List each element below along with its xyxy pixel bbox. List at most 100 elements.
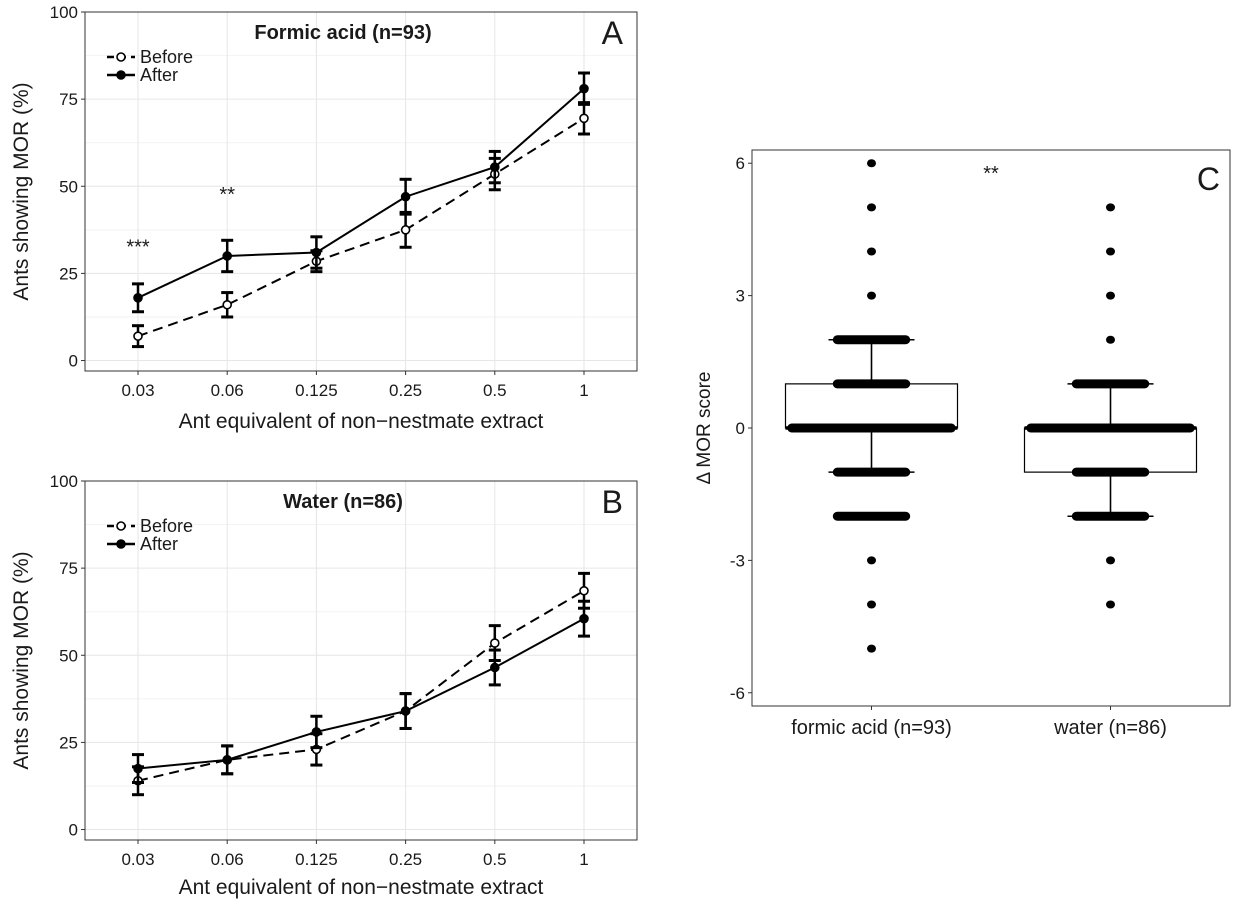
- x-tick-label: formic acid (n=93): [791, 717, 952, 739]
- data-point-before: [222, 299, 232, 310]
- x-axis-label: Ant equivalent of non−nestmate extract: [179, 876, 544, 899]
- chart-title: Formic acid (n=93): [254, 22, 431, 44]
- panel-label: B: [602, 484, 623, 520]
- data-point: [1106, 335, 1115, 344]
- series-line-after: [137, 87, 585, 299]
- panel-label: A: [602, 15, 624, 51]
- legend-marker-before: [116, 52, 126, 62]
- data-point: [867, 203, 876, 212]
- data-point-before: [400, 225, 411, 235]
- series-line-before: [137, 117, 585, 338]
- plot-border: [84, 11, 638, 372]
- data-point-after: [133, 293, 143, 303]
- data-point: [1106, 247, 1115, 256]
- data-point-cluster: [1071, 379, 1150, 389]
- x-tick-label: 0.03: [121, 381, 154, 400]
- x-tick-label: 0.125: [295, 850, 338, 869]
- data-point: [867, 291, 876, 300]
- panel-label: C: [1197, 161, 1220, 197]
- data-point: [1106, 203, 1115, 212]
- data-point: [867, 159, 876, 168]
- data-point: [1106, 556, 1115, 565]
- x-tick-label: 0.5: [483, 381, 507, 400]
- data-point-after: [579, 83, 589, 94]
- data-point-cluster: [832, 511, 911, 521]
- y-axis-label: Ants showing MOR (%): [10, 82, 33, 300]
- y-tick-label: 100: [50, 3, 78, 22]
- data-point: [867, 247, 876, 256]
- y-tick-label: 0: [69, 352, 78, 371]
- data-point-after: [133, 763, 143, 774]
- x-tick-label: 0.25: [389, 381, 422, 400]
- y-tick-label: 50: [59, 646, 78, 665]
- data-point-after: [222, 251, 232, 261]
- data-point-cluster: [832, 379, 911, 389]
- y-tick-label: 75: [59, 559, 78, 578]
- x-axis-label: Ant equivalent of non−nestmate extract: [179, 410, 544, 433]
- plot-border: [84, 480, 638, 841]
- series-line-before: [137, 589, 585, 782]
- x-tick-label: 0.5: [483, 850, 507, 869]
- data-point-after: [579, 613, 589, 624]
- chart-title: Water (n=86): [283, 491, 403, 513]
- y-tick-label: 25: [59, 733, 78, 752]
- data-point-after: [489, 662, 500, 673]
- x-tick-label: water (n=86): [1053, 717, 1167, 739]
- y-tick-label: 0: [69, 821, 78, 840]
- x-tick-label: 0.06: [211, 850, 244, 869]
- box: [784, 383, 959, 429]
- x-tick-label: 0.25: [389, 850, 422, 869]
- box: [1023, 427, 1198, 473]
- y-tick-label: 6: [736, 154, 745, 173]
- data-point: [867, 556, 876, 565]
- data-point-cluster: [1071, 511, 1150, 521]
- y-tick-label: -6: [730, 684, 745, 703]
- data-point-cluster: [1071, 467, 1150, 477]
- legend-marker-after: [116, 539, 126, 549]
- data-point-after: [311, 727, 322, 737]
- line-chart-formic-acid: 0 25 50 75 100 0.03 0.06 0.125 0.25 0.5 1 Ant equiv…: [10, 3, 638, 433]
- data-point: [1106, 291, 1115, 300]
- data-point-after: [311, 247, 322, 258]
- x-tick-label: 1: [579, 381, 588, 400]
- significance-annotation: **: [219, 184, 235, 206]
- x-tick-label: 0.125: [295, 381, 338, 400]
- y-tick-label: 25: [59, 264, 78, 283]
- y-axis-label: Ants showing MOR (%): [10, 551, 33, 769]
- plot-background: [85, 481, 637, 840]
- data-point-cluster: [832, 467, 911, 477]
- data-point: [867, 600, 876, 609]
- data-point: [1106, 600, 1115, 609]
- legend-marker-after: [116, 70, 126, 80]
- data-point-before: [489, 638, 500, 648]
- data-point-after: [222, 755, 232, 765]
- data-point-before: [579, 113, 589, 124]
- y-tick-label: 0: [736, 419, 745, 438]
- x-tick-label: 0.03: [121, 850, 154, 869]
- data-point-before: [133, 331, 143, 341]
- significance-annotation: **: [983, 163, 999, 185]
- y-tick-label: 100: [50, 472, 78, 491]
- x-tick-label: 0.06: [211, 381, 244, 400]
- box-plot-delta-mor: -6 -3 0 3 6 formic acid (n=93) water (n=86) Δ M…: [694, 149, 1231, 739]
- legend-marker-before: [116, 521, 126, 531]
- legend-label-before: Before: [140, 47, 193, 67]
- data-point-after: [400, 706, 411, 716]
- legend-label-before: Before: [140, 516, 193, 536]
- series-line-after: [137, 617, 585, 770]
- y-tick-label: 75: [59, 90, 78, 109]
- data-point-after: [400, 191, 411, 202]
- x-tick-label: 1: [579, 850, 588, 869]
- y-axis-label: Δ MOR score: [694, 372, 715, 485]
- legend-label-after: After: [140, 65, 178, 85]
- plot-background: [85, 12, 637, 371]
- legend-label-after: After: [140, 534, 178, 554]
- y-tick-label: -3: [730, 551, 745, 570]
- line-chart-water: 0 25 50 75 100 0.03 0.06 0.125 0.25 0.5 1 Ant equiv…: [10, 472, 638, 899]
- y-tick-label: 3: [736, 287, 745, 306]
- data-point-before: [579, 585, 589, 596]
- y-tick-label: 50: [59, 177, 78, 196]
- significance-annotation: ***: [126, 237, 150, 259]
- data-point-after: [489, 162, 500, 172]
